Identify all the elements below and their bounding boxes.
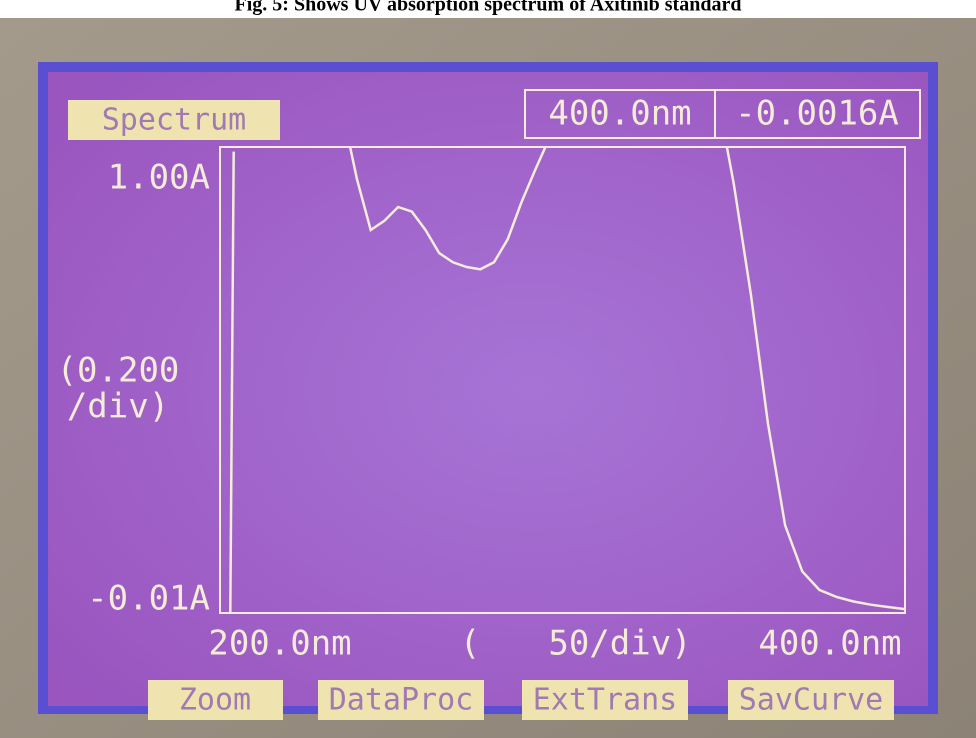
soft-key-label[interactable]: Zoom <box>179 683 251 718</box>
x-scale-note: 50/div) <box>548 624 691 664</box>
y-scale-note: (0.200 <box>57 351 180 391</box>
x-tick-label: 400.0nm <box>758 624 901 664</box>
mode-label: Spectrum <box>102 103 247 138</box>
soft-key-label[interactable]: ExtTrans <box>533 683 678 718</box>
x-scale-note: ( <box>460 624 480 664</box>
cursor-y: -0.0016A <box>735 94 899 134</box>
soft-key-label[interactable]: DataProc <box>329 683 474 718</box>
cursor-x: 400.0nm <box>548 94 691 134</box>
y-scale-note: /div) <box>67 387 169 427</box>
soft-key-label[interactable]: SavCurve <box>739 683 884 718</box>
caption: Fig. 5: Shows UV absorption spectrum of … <box>235 0 742 16</box>
x-tick-label: 200.0nm <box>208 624 351 664</box>
screenshot: Fig. 5: Shows UV absorption spectrum of … <box>0 0 976 738</box>
y-tick-label: -0.01A <box>87 579 210 619</box>
y-tick-label: 1.00A <box>108 158 210 198</box>
